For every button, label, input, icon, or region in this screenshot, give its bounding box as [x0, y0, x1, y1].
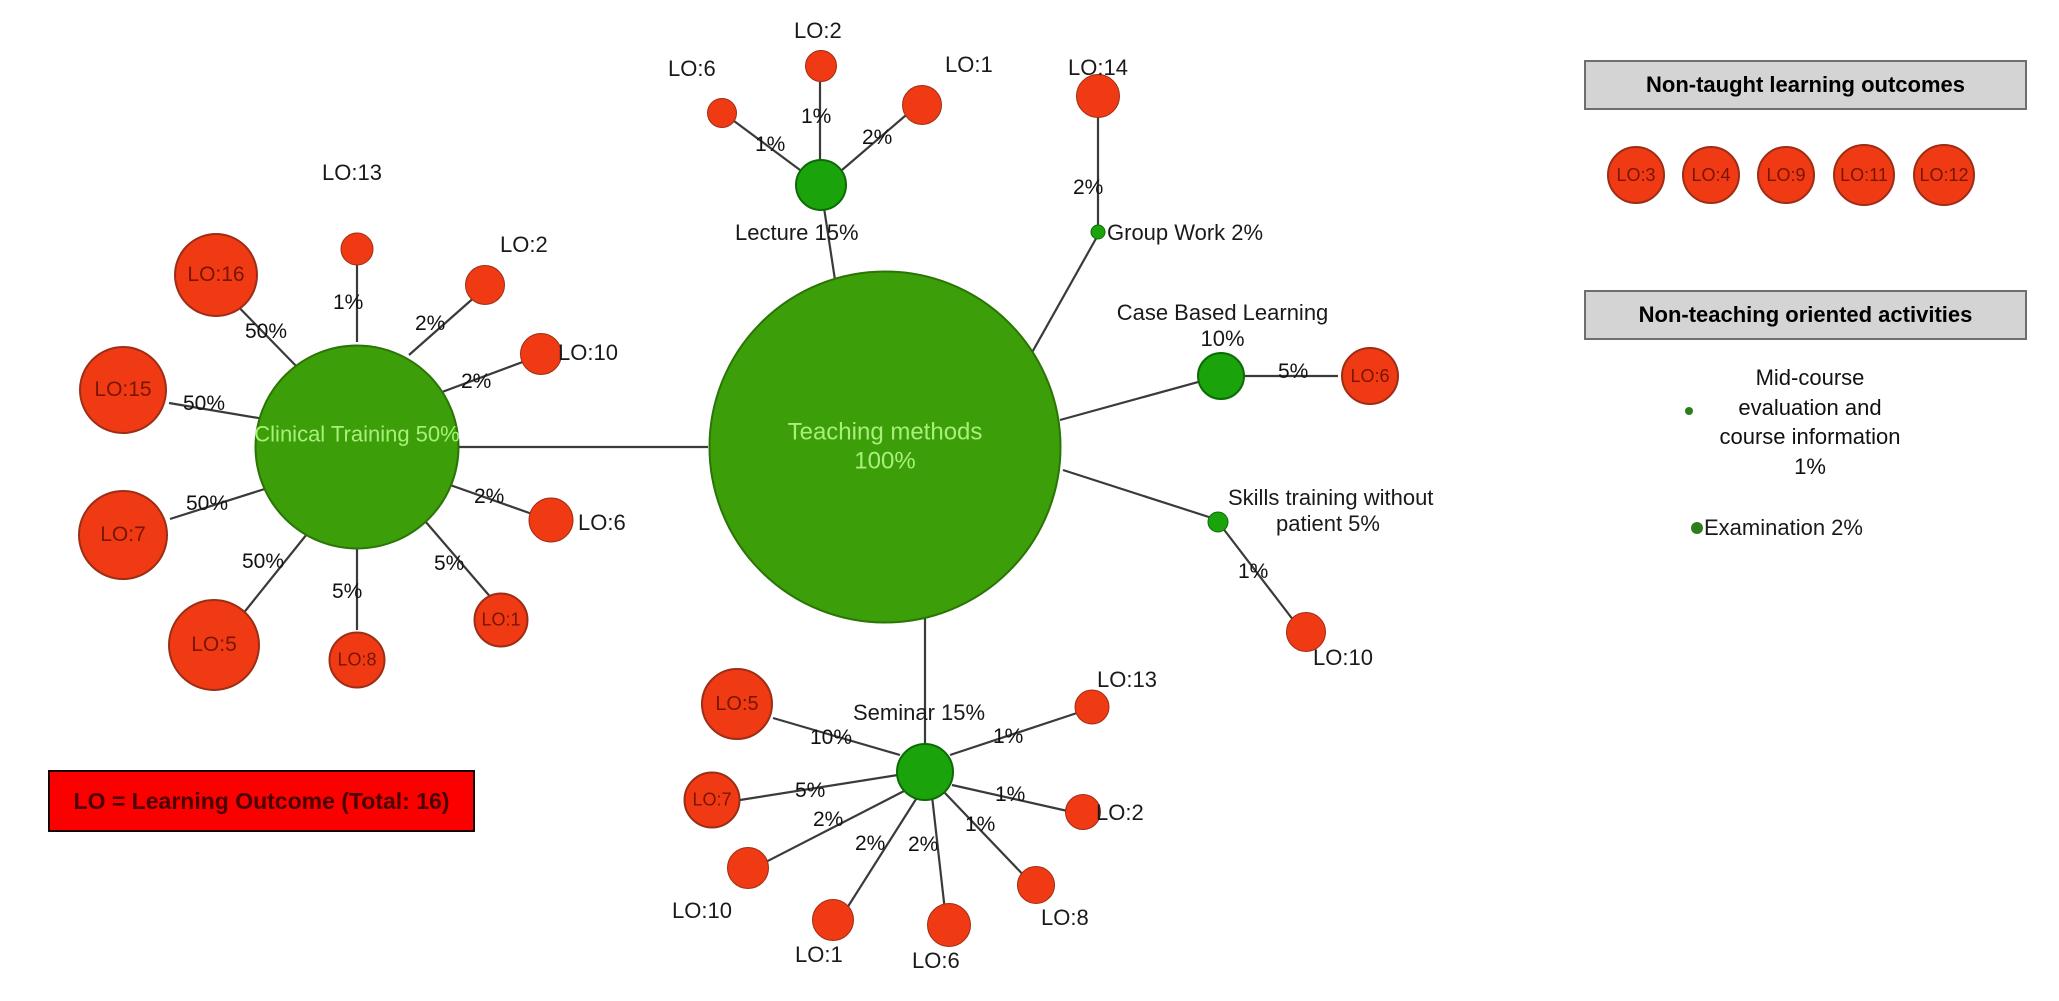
edge-sem-lo7 — [739, 773, 899, 802]
node-nt-lo11-label: LO:11 — [1840, 164, 1888, 185]
edge-skills-lo10 — [1221, 526, 1298, 626]
node-ct-lo10[interactable] — [520, 333, 562, 375]
node-ct-lo15-label: LO:15 — [94, 378, 152, 401]
node-nt-lo9[interactable]: LO:9 — [1757, 146, 1815, 204]
node-ct-lo1[interactable]: LO:1 — [473, 592, 529, 648]
edge-sem-lo1 — [841, 795, 919, 917]
node-ct-lo16-label: LO:16 — [187, 263, 245, 286]
node-ct-lo8-label: LO:8 — [337, 649, 377, 670]
node-ct-lo8[interactable]: LO:8 — [328, 631, 386, 689]
node-ct-lo7-label: LO:7 — [100, 523, 146, 546]
node-ct-lo5-label: LO:5 — [191, 633, 237, 656]
node-sem-lo2[interactable] — [1065, 794, 1101, 830]
legend-lo-key: LO = Learning Outcome (Total: 16) — [48, 770, 475, 832]
node-nt-lo4[interactable]: LO:4 — [1682, 146, 1740, 204]
edge-ct-lo6 — [435, 478, 536, 517]
node-cbl-lo6-label: LO:6 — [1350, 365, 1390, 386]
node-nt-lo11[interactable]: LO:11 — [1833, 144, 1895, 206]
edge-sem-lo13 — [949, 711, 1078, 757]
edge-ct-lo1 — [418, 513, 494, 601]
node-case-based-learning[interactable] — [1197, 352, 1245, 400]
node-ct-lo6[interactable] — [528, 497, 574, 543]
node-nt-lo12-label: LO:12 — [1919, 164, 1969, 185]
edge-ct-lo10 — [433, 358, 529, 397]
node-ct-lo5[interactable]: LO:5 — [168, 599, 260, 691]
panel-non-taught-title: Non-taught learning outcomes — [1584, 60, 2027, 110]
node-nt-lo3[interactable]: LO:3 — [1607, 146, 1665, 204]
node-sem-lo8[interactable] — [1017, 866, 1055, 904]
node-sem-lo7[interactable]: LO:7 — [683, 771, 741, 829]
node-ct-lo15[interactable]: LO:15 — [79, 346, 167, 434]
node-cbl-lo6[interactable]: LO:6 — [1341, 347, 1399, 405]
node-gw-lo14[interactable] — [1076, 74, 1120, 118]
bullet-mid-course-evaluation — [1685, 407, 1693, 415]
edge-sem-lo10 — [757, 789, 907, 867]
node-sem-lo6[interactable] — [927, 903, 971, 947]
hub-teaching-methods[interactable] — [708, 270, 1062, 624]
node-lecture[interactable] — [795, 159, 847, 211]
panel-non-teaching-title: Non-teaching oriented activities — [1584, 290, 2027, 340]
edge-lec-lo1 — [841, 109, 913, 171]
node-ct-lo16[interactable]: LO:16 — [174, 233, 258, 317]
edge-lec-lo6 — [729, 117, 801, 171]
node-sem-lo10[interactable] — [727, 847, 769, 889]
node-sem-lo5-label: LO:5 — [715, 692, 759, 715]
node-ct-lo2[interactable] — [465, 265, 505, 305]
node-ct-lo1-label: LO:1 — [481, 609, 521, 630]
node-skills-lo10[interactable] — [1286, 612, 1326, 652]
edge-ct-lo2 — [408, 294, 478, 356]
node-lec-lo2[interactable] — [805, 50, 837, 82]
edge-hub-skills — [1062, 468, 1216, 521]
edge-sem-lo6 — [930, 795, 948, 921]
edge-ct-lo5 — [237, 523, 316, 621]
node-nt-lo4-label: LO:4 — [1691, 164, 1731, 185]
node-seminar[interactable] — [896, 743, 954, 801]
node-nt-lo12[interactable]: LO:12 — [1913, 144, 1975, 206]
node-clinical-training[interactable] — [254, 344, 460, 550]
node-sem-lo13[interactable] — [1074, 689, 1110, 725]
node-ct-lo13[interactable] — [340, 232, 374, 266]
node-sem-lo1[interactable] — [812, 899, 854, 941]
node-lec-lo1[interactable] — [902, 85, 942, 125]
node-sem-lo7-label: LO:7 — [692, 789, 732, 810]
edge-sem-lo5 — [772, 716, 901, 757]
node-skills-training[interactable] — [1207, 511, 1229, 533]
edge-sem-lo8 — [943, 791, 1032, 884]
bullet-examination — [1691, 522, 1703, 534]
node-nt-lo9-label: LO:9 — [1766, 164, 1806, 185]
label-mid-course-evaluation: Mid-course evaluation and course informa… — [1719, 365, 1901, 480]
node-ct-lo7[interactable]: LO:7 — [78, 490, 168, 580]
edge-hub-casebased — [1059, 374, 1221, 422]
node-group-work[interactable] — [1090, 224, 1106, 240]
node-nt-lo3-label: LO:3 — [1616, 164, 1656, 185]
node-sem-lo5[interactable]: LO:5 — [701, 668, 773, 740]
edge-sem-lo2 — [951, 783, 1073, 814]
node-lec-lo6[interactable] — [707, 98, 737, 128]
